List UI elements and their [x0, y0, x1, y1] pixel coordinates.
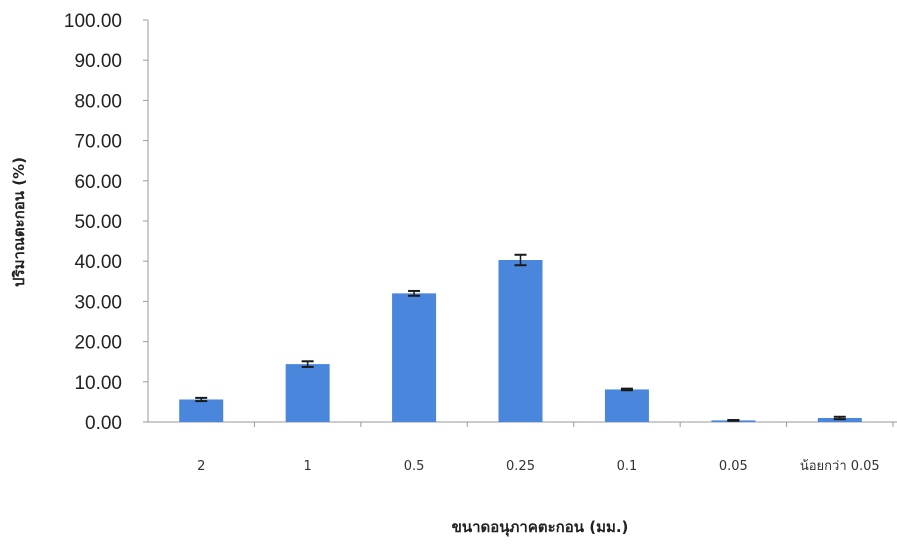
y-tick-label: 60.00	[74, 172, 122, 193]
y-tick-label: 90.00	[74, 51, 122, 72]
x-tick-label: น้อยกว่า 0.05	[800, 459, 880, 474]
bars	[179, 253, 862, 422]
bar	[604, 389, 649, 422]
y-tick-label: 30.00	[74, 292, 122, 313]
y-tick-label: 20.00	[74, 333, 122, 354]
x-tick-label: 1	[304, 459, 312, 474]
bar	[392, 293, 437, 422]
x-tick-label: 2	[197, 459, 205, 474]
y-tick-label: 10.00	[74, 373, 122, 394]
x-tick-label: 0.25	[506, 459, 535, 474]
x-tick-label: 0.05	[719, 459, 748, 474]
x-axis-title: ขนาดอนุภาคตะกอน (มม.)	[452, 518, 629, 537]
y-tick-label: 100.00	[64, 11, 122, 32]
y-tick-label: 40.00	[74, 252, 122, 273]
y-tick-label: 70.00	[74, 132, 122, 153]
bar	[285, 364, 330, 422]
y-tick-labels: 0.00 10.00 20.00 30.00 40.00 50.00 60.00 70.00 8…	[64, 11, 148, 434]
bar	[498, 259, 543, 422]
y-axis-title: ปริมาณตะกอน (%)	[10, 157, 28, 287]
y-tick-label: 50.00	[74, 212, 122, 233]
x-tick-label: 0.5	[404, 459, 425, 474]
y-tick-label: 0.00	[85, 413, 122, 434]
x-tick-labels: 2 1 0.5 0.25 0.1 0.05 น้อยกว่า 0.05	[197, 422, 894, 474]
x-tick-label: 0.1	[617, 459, 638, 474]
y-tick-label: 80.00	[74, 91, 122, 112]
bar	[179, 399, 224, 422]
